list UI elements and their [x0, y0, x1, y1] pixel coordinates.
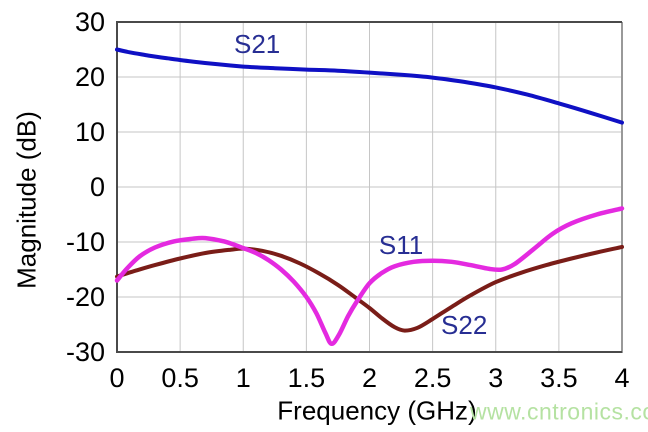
curve-s11 — [114, 206, 625, 347]
plot-border-leftbottom — [116, 21, 622, 353]
y-tick-label: 20 — [75, 62, 105, 92]
curve-s21 — [115, 47, 624, 125]
x-tick-label: 2 — [362, 363, 377, 393]
watermark-url: www.cntronics.com — [470, 398, 648, 425]
x-tick-label: 4 — [614, 363, 629, 393]
x-tick-label: 2.5 — [414, 363, 452, 393]
series-label-s21: S21 — [234, 29, 280, 59]
y-tick-label: -20 — [66, 282, 105, 312]
x-tick-label: 3 — [488, 363, 503, 393]
x-tick-label: 1 — [236, 363, 251, 393]
y-tick-label: 30 — [75, 7, 105, 37]
series-label-s22: S22 — [441, 310, 487, 340]
y-tick-label: 10 — [75, 117, 105, 147]
x-axis-title: Frequency (GHz) — [277, 395, 477, 426]
x-tick-label: 0.5 — [161, 363, 199, 393]
curve-s22 — [115, 244, 624, 333]
series-label-s11: S11 — [379, 230, 423, 260]
y-tick-label: 0 — [90, 172, 105, 202]
x-tick-label: 0 — [109, 363, 124, 393]
y-axis-title: Magnitude (dB) — [11, 111, 42, 289]
x-tick-label: 1.5 — [288, 363, 326, 393]
x-tick-label: 3.5 — [540, 363, 578, 393]
y-tick-label: -10 — [66, 227, 105, 257]
y-tick-label: -30 — [66, 337, 105, 367]
